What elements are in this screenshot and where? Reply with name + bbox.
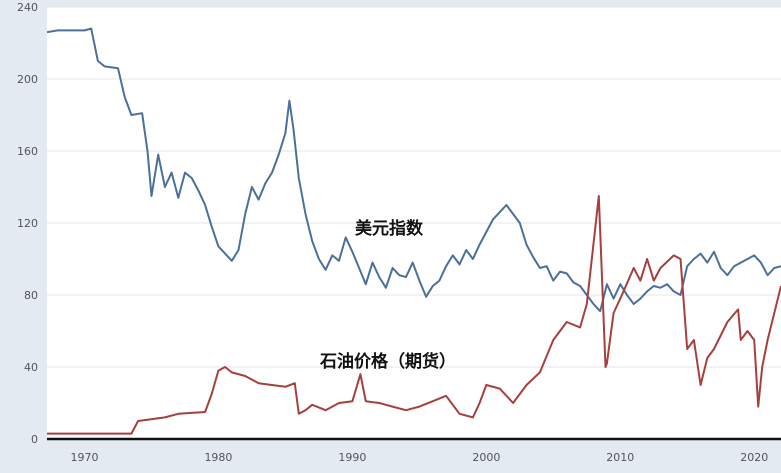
y-tick-label: 40: [24, 361, 38, 374]
y-tick-label: 80: [24, 289, 38, 302]
dollar-index-line: [46, 27, 781, 313]
y-tick-label: 160: [17, 145, 38, 158]
x-tick-label: 2000: [472, 451, 500, 464]
x-tick-label: 1970: [71, 451, 99, 464]
x-tick-label: 1990: [338, 451, 366, 464]
x-tick-label: 2010: [606, 451, 634, 464]
annotation-oil-price: 石油价格（期货）: [319, 351, 456, 372]
x-tick-label: 2020: [740, 451, 768, 464]
annotation-dollar-index: 美元指数: [355, 218, 424, 239]
y-tick-label: 200: [17, 73, 38, 86]
y-tick-label: 0: [31, 433, 38, 446]
y-tick-label: 120: [17, 217, 38, 230]
oil-price-line: [47, 195, 781, 435]
x-tick-label: 1980: [204, 451, 232, 464]
y-tick-label: 240: [17, 1, 38, 14]
